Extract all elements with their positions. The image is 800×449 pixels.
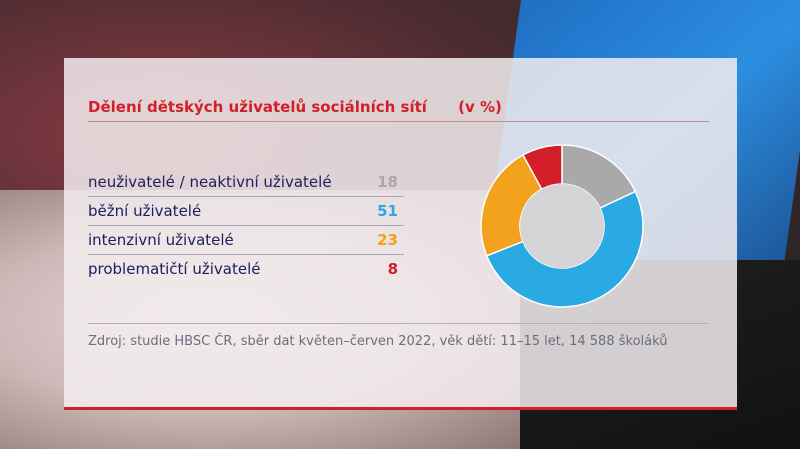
legend-label: problematičtí uživatelé xyxy=(88,260,261,278)
legend-row: problematičtí uživatelé 8 xyxy=(88,255,404,283)
legend-label: neuživatelé / neaktivní uživatelé xyxy=(88,173,332,191)
chart-title-text: Dělení dětských uživatelů sociálních sít… xyxy=(88,98,427,116)
legend-value: 18 xyxy=(377,173,398,191)
source-divider xyxy=(88,323,709,324)
legend-value: 51 xyxy=(377,202,398,220)
legend-value: 23 xyxy=(377,231,398,249)
source-note: Zdroj: studie HBSC ČR, sběr dat květen–č… xyxy=(88,334,668,349)
title-divider xyxy=(88,121,709,122)
legend: neuživatelé / neaktivní uživatelé 18 běžní… xyxy=(88,168,404,283)
chart-card: Dělení dětských uživatelů sociálních sít… xyxy=(64,58,737,410)
legend-row: intenzivní uživatelé 23 xyxy=(88,226,404,255)
chart-unit: (v %) xyxy=(458,98,502,116)
legend-row: běžní uživatelé 51 xyxy=(88,197,404,226)
chart-title: Dělení dětských uživatelů sociálních sít… xyxy=(88,98,502,116)
donut-chart xyxy=(480,144,644,308)
legend-value: 8 xyxy=(387,260,398,278)
donut-hole xyxy=(520,184,604,268)
legend-row: neuživatelé / neaktivní uživatelé 18 xyxy=(88,168,404,197)
legend-label: běžní uživatelé xyxy=(88,202,202,220)
legend-label: intenzivní uživatelé xyxy=(88,231,234,249)
